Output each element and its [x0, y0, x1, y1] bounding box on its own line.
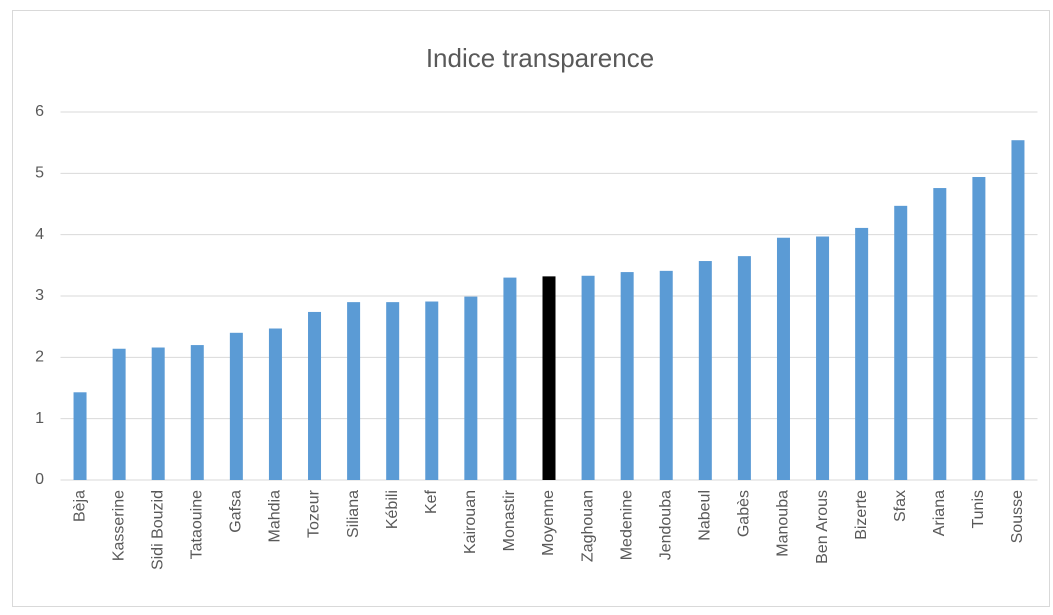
bar	[894, 205, 908, 480]
x-tick-label: Kairouan	[462, 490, 479, 554]
bar	[581, 275, 595, 480]
x-tick-label: Ben Arous	[814, 490, 831, 564]
bar	[1011, 140, 1025, 481]
x-tick-label: Moyenne	[540, 490, 557, 556]
bar	[268, 328, 282, 480]
bar	[464, 296, 478, 480]
y-tick-label: 3	[35, 287, 44, 304]
bar	[776, 237, 790, 480]
bar	[542, 276, 556, 480]
bar	[737, 256, 751, 480]
bar	[347, 302, 361, 480]
x-tick-label: Kébili	[384, 490, 401, 529]
y-tick-label: 4	[35, 226, 44, 243]
x-tick-label: Tozeur	[306, 489, 323, 538]
x-tick-label: Sfax	[892, 490, 909, 522]
x-tick-label: Bizerte	[853, 490, 870, 540]
x-tick-label: Kasserine	[110, 490, 127, 561]
x-tick-label: Nabeul	[697, 490, 714, 541]
bar	[112, 348, 126, 480]
bar	[855, 227, 869, 480]
bar	[972, 177, 986, 480]
x-tick-label: Kef	[423, 489, 440, 514]
bar	[229, 332, 243, 480]
x-tick-label: Zaghouan	[579, 490, 596, 562]
bar	[816, 236, 830, 480]
x-tick-label: Mahdia	[267, 490, 284, 543]
bar	[308, 311, 322, 480]
bar	[503, 277, 517, 480]
bar	[933, 188, 947, 480]
bar	[659, 270, 673, 480]
x-tick-label: Sidi Bouzid	[149, 490, 166, 570]
x-tick-label: Manouba	[775, 490, 792, 557]
x-tick-label: Medenine	[618, 490, 635, 560]
x-tick-label: Ariana	[931, 490, 948, 536]
y-tick-label: 2	[35, 349, 44, 366]
chart-border	[12, 10, 1050, 607]
y-tick-label: 6	[35, 103, 44, 120]
x-tick-label: Monastir	[501, 489, 518, 551]
x-tick-label: Sousse	[1009, 490, 1026, 543]
y-tick-label: 1	[35, 410, 44, 427]
x-tick-label: Jendouba	[657, 490, 674, 560]
bar	[151, 347, 165, 480]
bar	[698, 261, 712, 480]
x-tick-label: Bèja	[71, 490, 88, 522]
x-tick-label: Gabès	[736, 490, 753, 537]
y-tick-label: 5	[35, 165, 44, 182]
chart-title: Indice transparence	[426, 43, 654, 73]
bar	[425, 301, 439, 480]
x-tick-label: Tataouine	[188, 490, 205, 559]
bar	[386, 302, 400, 480]
x-tick-label: Gafsa	[228, 490, 245, 533]
bar	[73, 392, 87, 480]
bar	[190, 345, 204, 480]
x-tick-label: Siliana	[345, 490, 362, 538]
y-tick-label: 0	[35, 471, 44, 488]
bar	[620, 272, 634, 480]
x-tick-label: Tunis	[970, 490, 987, 529]
